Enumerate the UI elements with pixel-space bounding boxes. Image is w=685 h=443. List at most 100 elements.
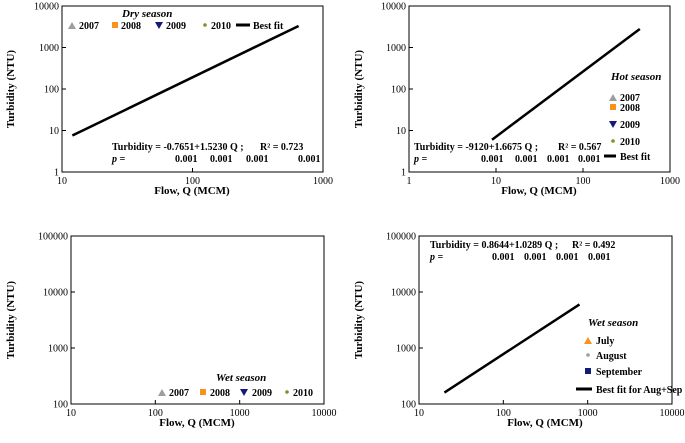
legend-label-2008: 2008 xyxy=(121,21,141,32)
y-axis-label: Turbidity (NTU) xyxy=(5,281,17,359)
legend-label-2007: 2007 xyxy=(620,93,640,104)
fit-equation: Turbidity = -0.7651+1.5230 Q ; xyxy=(112,142,244,153)
x-tick-label: 10000 xyxy=(660,408,685,419)
legend-label-2009: 2009 xyxy=(166,21,186,32)
y-tick-label: 10 xyxy=(396,126,406,137)
y-tick-label: 1000 xyxy=(396,344,416,355)
y-axis-label: Turbidity (NTU) xyxy=(353,281,365,359)
legend-marker-2008 xyxy=(200,389,206,395)
legend-label-2010: 2010 xyxy=(620,137,640,148)
legend-label-best-fit: Best fit xyxy=(620,152,651,163)
legend: 2007 2008 2009 2010 Best fit xyxy=(68,21,284,32)
x-tick-label: 1000 xyxy=(313,176,333,187)
panel-title: Wet season xyxy=(216,372,266,384)
x-axis-label: Flow, Q (MCM) xyxy=(154,185,230,197)
dry-season-fit-line xyxy=(71,24,300,137)
p-value: 0.001 xyxy=(492,252,515,263)
y-tick-label: 1000 xyxy=(386,43,406,54)
p-label: p = xyxy=(413,154,428,165)
x-tick-label: 10 xyxy=(57,176,67,187)
y-tick-label: 10000 xyxy=(34,2,59,13)
legend-marker-2009 xyxy=(240,389,248,396)
p-value: 0.001 xyxy=(481,154,504,165)
legend-label-august: August xyxy=(596,351,627,362)
legend-label-2009: 2009 xyxy=(252,388,272,399)
x-tick-label: 10000 xyxy=(312,408,337,419)
y-tick-label: 1 xyxy=(401,168,406,179)
x-tick-label: 10 xyxy=(491,176,501,187)
p-label: p = xyxy=(111,154,126,165)
best-fit-line xyxy=(443,303,581,394)
x-axis-label: Flow, Q (MCM) xyxy=(507,417,583,429)
p-value: 0.001 xyxy=(210,154,233,165)
legend: 2007 2008 2009 2010 xyxy=(158,388,313,399)
legend-marker-2008 xyxy=(112,22,118,28)
x-tick-label: 100 xyxy=(496,408,511,419)
p-value: 0.001 xyxy=(556,252,579,263)
p-value: 0.001 xyxy=(175,154,198,165)
legend-label-2010: 2010 xyxy=(211,21,231,32)
panel-title: Hot season xyxy=(610,71,661,83)
legend-marker-august xyxy=(586,353,590,357)
y-tick-label: 100000 xyxy=(38,232,68,243)
fit-equation: Turbidity = -9120+1.6675 Q ; xyxy=(414,142,538,153)
y-tick-label: 10000 xyxy=(43,288,68,299)
y-tick-label: 1 xyxy=(54,168,59,179)
x-tick-label: 1000 xyxy=(230,408,250,419)
legend-marker-2007 xyxy=(68,22,76,29)
legend-label-2008: 2008 xyxy=(210,388,230,399)
p-value: 0.001 xyxy=(515,154,538,165)
legend-label-2009: 2009 xyxy=(620,120,640,131)
legend: 2007 2008 2009 2010 Best fit xyxy=(604,93,651,163)
plot-frame xyxy=(418,235,673,405)
legend-marker-2009 xyxy=(609,121,617,128)
panel-title: Dry season xyxy=(121,8,172,20)
legend-label-best-fit: Best fit xyxy=(253,21,284,32)
p-label: p = xyxy=(429,252,444,263)
fit-equation: Turbidity = 0.8644+1.0289 Q ; xyxy=(430,240,558,251)
y-tick-label: 100 xyxy=(44,85,59,96)
legend-marker-2009 xyxy=(155,22,163,29)
legend-marker-2010 xyxy=(285,390,289,394)
y-tick-label: 100000 xyxy=(386,232,416,243)
y-tick-label: 100 xyxy=(391,85,406,96)
x-tick-label: 1000 xyxy=(660,176,680,187)
p-value: 0.001 xyxy=(246,154,269,165)
legend-marker-2007 xyxy=(158,389,166,396)
fit-r-squared: R² = 0.492 xyxy=(572,240,615,251)
y-tick-label: 1000 xyxy=(39,43,59,54)
legend-label-september: September xyxy=(596,367,643,378)
x-tick-label: 10 xyxy=(66,408,76,419)
y-axis-label: Turbidity (NTU) xyxy=(353,50,365,128)
y-tick-label: 10 xyxy=(49,126,59,137)
best-fit-line xyxy=(71,24,300,137)
x-axis-label: Flow, Q (MCM) xyxy=(159,417,235,429)
fit-r-squared: R² = 0.567 xyxy=(558,142,601,153)
p-value: 0.001 xyxy=(578,154,601,165)
legend-label-2007: 2007 xyxy=(79,21,99,32)
y-tick-label: 100 xyxy=(53,400,68,411)
fit-r-squared: R² = 0.723 xyxy=(260,142,303,153)
p-value: 0.001 xyxy=(524,252,547,263)
hot-season-axes: 1 10 100 1000 1 10 100 1000 10000 xyxy=(381,2,680,188)
best-fit-line xyxy=(491,27,641,141)
legend-label-2008: 2008 xyxy=(620,103,640,114)
legend-label-2010: 2010 xyxy=(293,388,313,399)
plot-frame xyxy=(70,235,325,405)
y-tick-label: 100 xyxy=(401,400,416,411)
x-tick-label: 10 xyxy=(414,408,424,419)
x-tick-label: 100 xyxy=(185,176,200,187)
p-value: 0.001 xyxy=(298,154,321,165)
legend-marker-2010 xyxy=(611,139,615,143)
legend-label-july: July xyxy=(596,336,614,347)
legend-label-best-fit: Best fit for Aug+Sep xyxy=(596,385,683,396)
legend-marker-2010 xyxy=(203,23,207,27)
panel-title: Wet season xyxy=(588,317,638,329)
x-tick-label: 1000 xyxy=(578,408,598,419)
